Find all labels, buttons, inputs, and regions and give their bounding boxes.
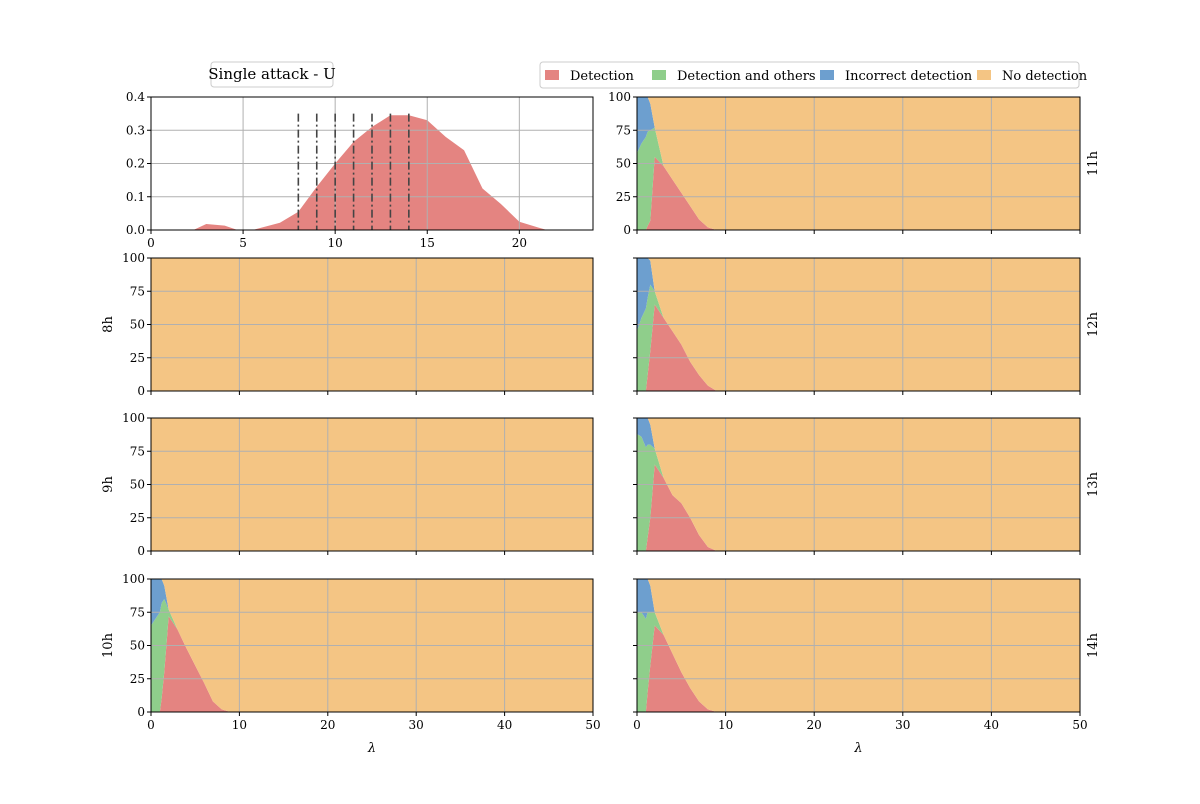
ytick-label: 50 — [130, 318, 145, 332]
panel-3: 12h — [633, 257, 1101, 395]
ytick-label: 50 — [130, 478, 145, 492]
ytick-label: 0.0 — [126, 223, 145, 237]
panel-0: 0.0 0.1 0.2 0.3 0.4 0 5 10 15 20 Single attack - U — [126, 61, 594, 250]
title-box — [210, 61, 334, 88]
legend-label-incorrect-detection: Incorrect detection — [845, 69, 973, 84]
xtick-label: 20 — [512, 236, 527, 250]
axes-frame — [150, 257, 594, 392]
legend-label-detection-and-others: Detection and others — [677, 69, 816, 84]
xtick-label: 10 — [718, 718, 733, 732]
axes-frame — [150, 578, 594, 713]
xtick-label: 5 — [239, 236, 247, 250]
ytick-label: 100 — [122, 411, 145, 425]
ytick-label: 0.2 — [126, 157, 145, 171]
ytick-label: 75 — [130, 444, 145, 458]
xtick-label: 10 — [232, 718, 247, 732]
row-label-11h: 11h — [1086, 150, 1101, 176]
ytick-label: 75 — [616, 123, 631, 137]
area-detection-6 — [151, 616, 593, 712]
xtick-label: 30 — [895, 718, 910, 732]
legend-swatch-detection — [545, 70, 559, 80]
xtick-label: 0 — [633, 718, 641, 732]
row-label-14h: 14h — [1086, 632, 1101, 658]
axes-frame — [150, 417, 594, 552]
xtick-label: 15 — [420, 236, 435, 250]
axes-frame — [150, 96, 594, 231]
chart-title: Single attack - U — [208, 61, 336, 88]
panel-2: 0 25 50 75 100 8h — [101, 251, 594, 398]
xtick-label: 0 — [147, 718, 155, 732]
xtick-label: 50 — [1072, 718, 1087, 732]
panel-7: 0 10 20 30 40 50 14h λ — [633, 578, 1101, 756]
ytick-label: 75 — [130, 284, 145, 298]
panel-6: 0 25 50 75 100 0 10 20 30 40 50 10h λ — [101, 572, 601, 756]
x-axis-label: λ — [367, 741, 376, 756]
xtick-label: 40 — [984, 718, 999, 732]
axes-frame — [636, 417, 1081, 552]
row-label-9h: 9h — [101, 476, 116, 493]
ytick-label: 25 — [130, 351, 145, 365]
ytick-label: 50 — [130, 639, 145, 653]
ytick-label: 25 — [616, 190, 631, 204]
legend: Detection Detection and others Incorrect d… — [539, 61, 1088, 89]
area-detection-3 — [637, 304, 1080, 391]
area-detection-5 — [637, 464, 1080, 551]
legend-swatch-incorrect-detection — [820, 70, 834, 80]
ytick-label: 0.3 — [126, 123, 145, 137]
ytick-label: 25 — [130, 511, 145, 525]
ytick-label: 100 — [608, 90, 631, 104]
panel-1: 0 25 50 75 100 11h — [608, 90, 1101, 237]
ytick-label: 25 — [130, 672, 145, 686]
legend-swatch-detection-and-others — [652, 70, 666, 80]
axes-frame — [636, 96, 1081, 231]
xtick-label: 10 — [328, 236, 343, 250]
chart-title-text: Single attack - U — [208, 65, 335, 83]
ytick-label: 0 — [137, 384, 145, 398]
row-label-8h: 8h — [101, 316, 116, 333]
xtick-label: 0 — [147, 236, 155, 250]
area-detection-1 — [637, 156, 1080, 230]
xtick-label: 20 — [320, 718, 335, 732]
legend-label-detection: Detection — [570, 69, 635, 84]
xtick-label: 30 — [409, 718, 424, 732]
area-detection-7 — [637, 625, 1080, 712]
row-label-13h: 13h — [1086, 471, 1101, 497]
axes-frame — [636, 257, 1081, 392]
ytick-label: 0 — [137, 544, 145, 558]
ytick-label: 0 — [137, 705, 145, 719]
ytick-label: 100 — [122, 572, 145, 586]
ytick-label: 50 — [616, 157, 631, 171]
row-label-12h: 12h — [1086, 311, 1101, 337]
panel-4: 0 25 50 75 100 9h — [101, 411, 594, 558]
axes-frame — [636, 578, 1081, 713]
legend-box — [539, 61, 1080, 89]
xtick-label: 50 — [585, 718, 600, 732]
ytick-label: 100 — [122, 251, 145, 265]
x-axis-label: λ — [853, 741, 862, 756]
ytick-label: 0.4 — [126, 90, 145, 104]
legend-label-no-detection: No detection — [1002, 69, 1088, 84]
panel-5: 13h — [633, 417, 1101, 555]
xtick-label: 40 — [497, 718, 512, 732]
ytick-label: 0 — [623, 223, 631, 237]
legend-swatch-no-detection — [977, 70, 991, 80]
ytick-label: 0.1 — [126, 190, 145, 204]
xtick-label: 20 — [807, 718, 822, 732]
row-label-10h: 10h — [101, 632, 116, 658]
ytick-label: 75 — [130, 605, 145, 619]
